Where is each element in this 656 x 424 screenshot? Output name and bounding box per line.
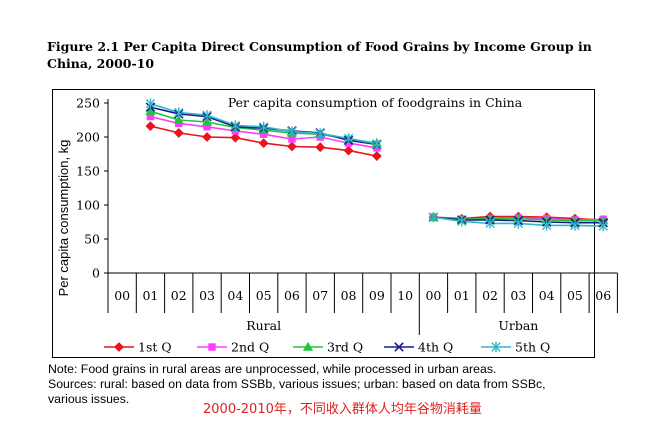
x-tick-label: 10 <box>397 288 413 303</box>
note-text: Note: Food grains in rural areas are unp… <box>48 362 497 376</box>
data-point <box>173 114 184 124</box>
legend-marker <box>394 342 404 352</box>
legend-label: 4th Q <box>418 340 453 355</box>
data-point <box>287 126 297 137</box>
y-tick-label: 200 <box>76 130 100 145</box>
data-point <box>173 128 184 138</box>
legend-marker <box>491 341 501 353</box>
data-point <box>428 212 439 223</box>
x-tick-label: 02 <box>171 288 187 303</box>
x-tick-label: 03 <box>510 288 526 303</box>
data-point <box>202 110 212 121</box>
x-tick-label: 04 <box>539 288 555 303</box>
x-tick-label: 06 <box>595 288 611 303</box>
data-point <box>288 135 296 143</box>
legend-marker <box>114 342 124 352</box>
data-point <box>145 121 156 132</box>
x-tick-label: 01 <box>142 288 158 303</box>
x-tick-label: 02 <box>482 288 498 303</box>
sources-text: Sources: rural: based on data from SSBb,… <box>48 377 546 391</box>
legend-label: 5th Q <box>515 340 550 355</box>
data-point <box>287 141 297 152</box>
y-axis-label: Per capita consumption, kg <box>56 140 71 297</box>
figure-title: Figure 2.1 Per Capita Direct Consumption… <box>47 39 592 71</box>
y-tick-label: 0 <box>92 266 100 281</box>
x-tick-label: 04 <box>227 288 243 303</box>
series-markers <box>145 98 609 232</box>
x-tick-label: 05 <box>256 288 272 303</box>
x-tick-label: 00 <box>425 288 441 303</box>
data-point <box>513 218 524 229</box>
data-point <box>230 132 241 143</box>
x-tick-label: 06 <box>284 288 300 303</box>
y-tick-label: 100 <box>76 198 100 213</box>
data-point <box>145 98 156 109</box>
data-point <box>315 142 326 153</box>
data-point <box>201 116 213 126</box>
data-point <box>258 138 269 149</box>
legend-label: 2nd Q <box>231 340 269 355</box>
data-point <box>230 120 241 131</box>
data-point <box>145 105 156 115</box>
data-point <box>315 128 325 139</box>
legend-label: 3rd Q <box>327 340 363 355</box>
legend-marker <box>302 341 314 351</box>
chinese-caption: 2000-2010年，不同收入群体人均年谷物消耗量 <box>203 402 482 417</box>
data-point <box>372 138 382 149</box>
data-point <box>541 220 552 231</box>
data-point <box>258 121 269 132</box>
legend: 1st Q 2nd Q 3rd Q 4th Q 5th Q <box>104 340 550 355</box>
x-group-label: Urban <box>498 318 538 333</box>
y-tick-label: 50 <box>84 232 100 247</box>
axes <box>104 99 618 335</box>
data-point <box>343 133 354 144</box>
x-group-label: Rural <box>246 318 281 333</box>
data-point <box>202 132 212 142</box>
y-tick-label: 150 <box>76 164 100 179</box>
data-point <box>371 151 382 161</box>
data-point <box>174 107 184 118</box>
data-point <box>570 220 580 231</box>
x-tick-label: 07 <box>312 288 328 303</box>
x-tick-label: 03 <box>199 288 215 303</box>
x-tick-label: 01 <box>454 288 470 303</box>
data-point <box>343 145 354 156</box>
x-tick-label: 05 <box>567 288 583 303</box>
sources-text-continued: various issues. <box>48 392 130 406</box>
y-tick-label: 250 <box>76 96 100 111</box>
x-tick-label: 08 <box>341 288 357 303</box>
x-tick-label: 00 <box>114 288 130 303</box>
chart-title: Per capita consumption of foodgrains in … <box>228 95 523 110</box>
data-point <box>457 216 467 227</box>
data-point <box>598 220 608 232</box>
x-tick-label: 09 <box>369 288 385 303</box>
legend-marker <box>208 343 216 351</box>
legend-label: 1st Q <box>138 340 172 355</box>
data-point <box>485 218 495 229</box>
